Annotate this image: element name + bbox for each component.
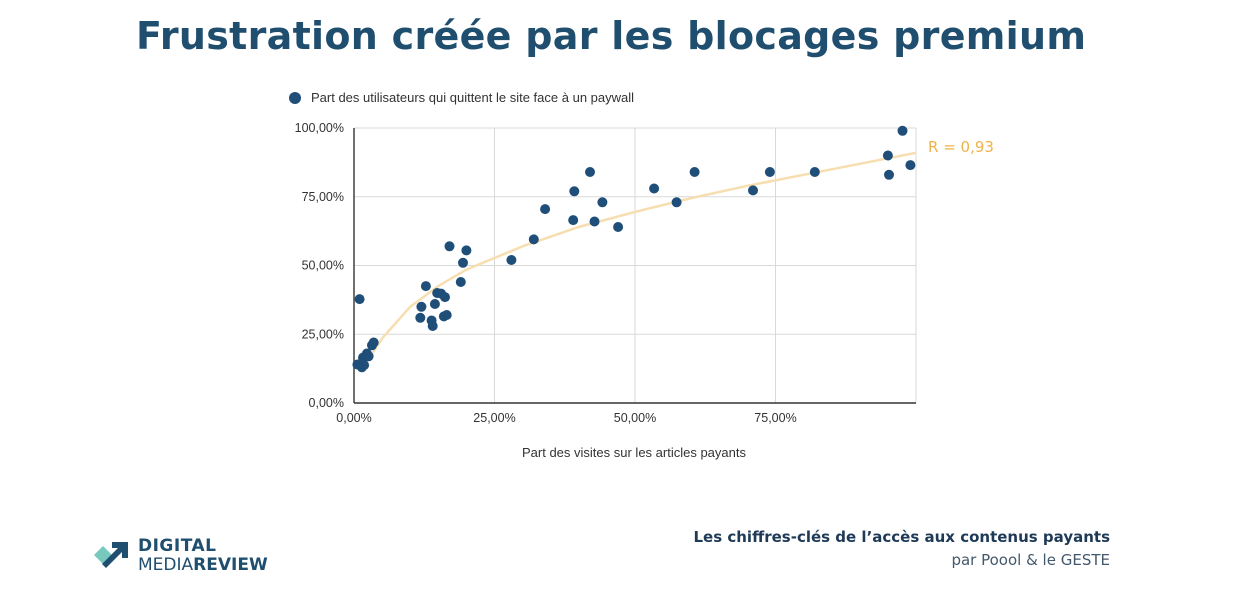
- data-point: [440, 292, 450, 303]
- grid-lines: [354, 127, 917, 403]
- digital-media-review-logo: DIGITAL MEDIAREVIEW: [94, 536, 274, 576]
- data-point: [882, 150, 893, 161]
- data-point: [363, 351, 374, 362]
- y-tick-label: 75,00%: [302, 190, 344, 204]
- data-point: [649, 183, 660, 194]
- x-tick-label: 50,00%: [614, 411, 656, 425]
- tick-labels: 0,00% 25,00% 50,00% 75,00% 100,00% 0,00% 25,00…: [295, 121, 797, 425]
- legend-marker: [289, 92, 301, 104]
- data-point: [689, 167, 700, 177]
- data-point: [905, 160, 916, 171]
- data-point: [458, 257, 468, 268]
- data-point: [589, 216, 600, 227]
- data-point: [441, 310, 452, 320]
- data-point: [613, 222, 624, 232]
- x-tick-label: 75,00%: [754, 411, 796, 425]
- data-point: [540, 204, 551, 215]
- data-point: [429, 299, 440, 309]
- data-point: [884, 169, 894, 180]
- footer-subtitle: par Poool & le GESTE: [951, 551, 1110, 569]
- data-point: [415, 312, 426, 323]
- legend-label: Part des utilisateurs qui quittent le si…: [311, 90, 634, 105]
- logo-arrow-icon: [94, 542, 128, 568]
- x-tick-label: 25,00%: [473, 411, 515, 425]
- data-point: [455, 277, 466, 287]
- data-point: [809, 167, 820, 177]
- y-tick-label: 50,00%: [302, 259, 344, 273]
- data-point: [506, 255, 517, 265]
- data-point: [528, 234, 539, 245]
- footer-title: Les chiffres-clés de l’accès aux contenu…: [693, 528, 1110, 546]
- logo-word-media-review: MEDIAREVIEW: [138, 555, 268, 575]
- data-point: [368, 337, 379, 348]
- data-point: [416, 301, 427, 312]
- trendline: [364, 151, 917, 366]
- data-point: [354, 294, 365, 305]
- data-point: [585, 167, 595, 177]
- scatter-chart: 0,00% 25,00% 50,00% 75,00% 100,00% 0,00% 25,00…: [289, 90, 994, 460]
- data-point: [359, 360, 370, 371]
- logo-word-review: REVIEW: [193, 555, 268, 575]
- y-tick-label: 25,00%: [302, 327, 344, 341]
- x-tick-label: 0,00%: [336, 411, 371, 425]
- data-point: [427, 321, 438, 331]
- data-point: [671, 197, 682, 208]
- trendline-group: [364, 151, 917, 366]
- data-point: [748, 185, 758, 196]
- data-point: [568, 215, 579, 226]
- axes: [353, 128, 916, 404]
- data-point: [461, 245, 472, 256]
- trendline-label: R = 0,93: [928, 138, 994, 156]
- x-axis-label: Part des visites sur les articles payant…: [522, 445, 746, 460]
- data-point: [897, 125, 908, 136]
- data-point: [597, 197, 608, 208]
- data-point: [764, 167, 775, 177]
- legend: Part des utilisateurs qui quittent le si…: [289, 90, 634, 105]
- y-tick-label: 0,00%: [309, 396, 344, 410]
- data-point: [444, 241, 455, 252]
- page-title: Frustration créée par les blocages premi…: [136, 14, 1087, 58]
- y-tick-label: 100,00%: [295, 121, 344, 135]
- data-point: [420, 281, 431, 292]
- data-point: [569, 186, 580, 197]
- data-points: [352, 125, 916, 373]
- logo-word-media: MEDIA: [138, 555, 194, 575]
- logo-word-digital: DIGITAL: [138, 536, 217, 556]
